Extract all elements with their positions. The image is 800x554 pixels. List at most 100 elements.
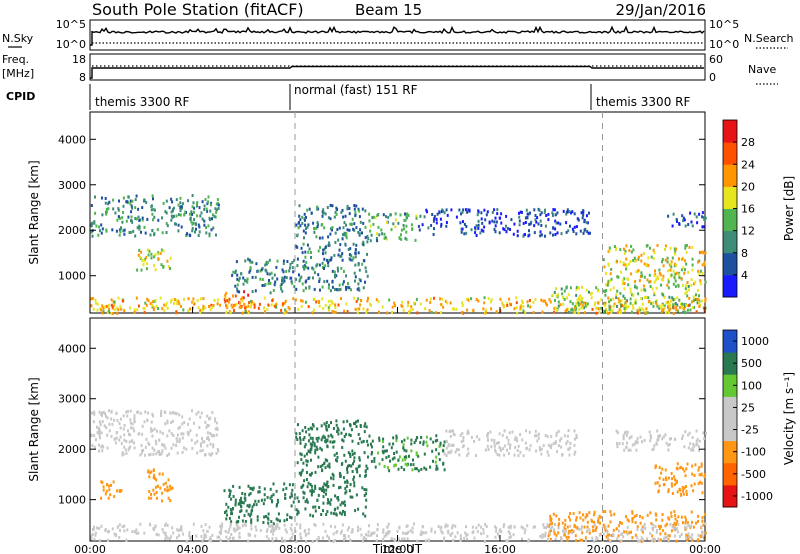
range-cell <box>661 518 664 522</box>
range-cell <box>314 470 317 474</box>
range-cell <box>363 430 366 434</box>
range-cell <box>92 528 95 531</box>
range-cell <box>634 280 637 284</box>
range-cell <box>191 446 194 450</box>
range-cell <box>327 434 330 438</box>
range-cell <box>102 309 105 313</box>
range-cell <box>471 531 474 535</box>
range-cell <box>684 292 687 295</box>
range-cell <box>553 290 556 294</box>
range-cell <box>690 484 693 488</box>
range-cell <box>351 217 354 221</box>
range-cell <box>591 536 594 540</box>
range-cell <box>336 459 339 463</box>
range-cell <box>230 522 233 526</box>
colorbar-tick-label: 16 <box>741 203 755 216</box>
range-cell <box>248 533 251 537</box>
range-cell <box>110 410 113 414</box>
range-cell <box>353 484 356 488</box>
range-cell <box>345 234 348 238</box>
range-cell <box>559 222 562 226</box>
range-cell <box>178 440 181 444</box>
range-cell <box>118 523 121 527</box>
range-cell <box>435 455 438 459</box>
range-cell <box>279 284 282 288</box>
range-cell <box>180 432 183 436</box>
range-cell <box>612 304 615 308</box>
range-cell <box>215 208 218 212</box>
range-cell <box>672 303 675 307</box>
range-cell <box>388 298 391 302</box>
range-cell <box>618 524 621 528</box>
range-cell <box>518 211 520 215</box>
range-cell <box>467 208 470 212</box>
range-cell <box>147 470 150 474</box>
range-cell <box>698 445 700 449</box>
range-cell <box>215 421 218 425</box>
range-cell <box>334 539 336 542</box>
range-cell <box>665 441 668 445</box>
range-cell <box>467 298 470 302</box>
range-cell <box>632 258 635 262</box>
range-cell <box>364 469 367 473</box>
range-cell <box>515 296 518 300</box>
range-cell <box>445 446 448 450</box>
range-cell <box>113 532 116 536</box>
range-cell <box>405 230 408 234</box>
range-cell <box>250 523 253 527</box>
range-cell <box>137 410 140 414</box>
colorbar-segment <box>723 330 737 353</box>
range-cell <box>168 537 171 541</box>
range-cell <box>250 302 253 306</box>
range-cell <box>498 529 501 533</box>
range-cell <box>205 226 207 229</box>
range-cell <box>414 238 417 242</box>
range-cell <box>578 307 581 311</box>
range-cell <box>175 198 178 202</box>
range-cell <box>537 436 540 440</box>
range-cell <box>633 256 636 260</box>
range-cell <box>371 216 374 220</box>
range-cell <box>329 217 332 221</box>
range-cell <box>323 267 325 270</box>
range-cell <box>567 447 570 451</box>
range-cell <box>403 537 406 541</box>
range-cell <box>652 257 655 261</box>
range-cell <box>181 436 184 440</box>
range-cell <box>133 415 136 419</box>
range-cell <box>381 232 384 236</box>
range-cell <box>203 208 206 211</box>
range-cell <box>513 307 516 311</box>
scatter-region-6 <box>366 434 446 473</box>
range-cell <box>638 306 641 310</box>
range-cell <box>91 222 94 226</box>
range-cell <box>129 199 132 203</box>
range-cell <box>573 225 576 229</box>
range-cell <box>541 310 544 314</box>
range-cell <box>520 299 523 303</box>
range-cell <box>627 519 630 523</box>
range-cell <box>661 292 664 296</box>
range-cell <box>403 438 406 442</box>
range-cell <box>701 534 704 538</box>
range-cell <box>537 222 540 226</box>
range-cell <box>209 536 212 540</box>
range-cell <box>378 436 381 440</box>
range-cell <box>390 537 393 541</box>
range-cell <box>232 270 235 274</box>
range-cell <box>436 467 439 471</box>
range-cell <box>623 307 626 310</box>
range-cell <box>145 437 148 441</box>
range-cell <box>408 454 410 458</box>
range-cell <box>631 511 634 515</box>
range-cell <box>218 535 221 539</box>
range-cell <box>277 512 280 516</box>
range-cell <box>533 224 536 228</box>
range-cell <box>650 302 653 306</box>
range-cell <box>503 228 506 232</box>
range-cell <box>682 283 684 287</box>
range-cell <box>367 296 369 300</box>
range-cell <box>119 529 121 532</box>
range-cell <box>607 281 610 285</box>
range-cell <box>333 253 336 257</box>
